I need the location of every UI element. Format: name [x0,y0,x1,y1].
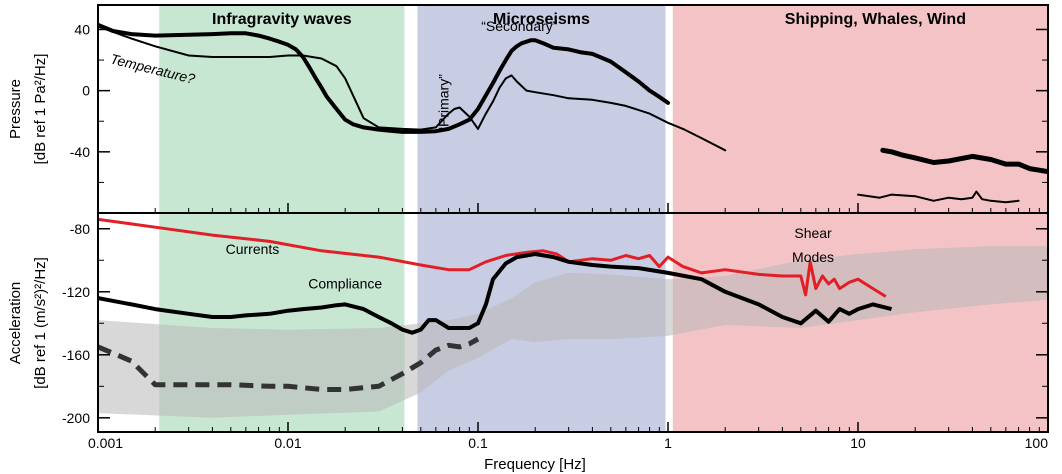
x-axis-title: Frequency [Hz] [484,456,586,473]
acceleration-y-tick-label: -80 [70,221,90,237]
x-tick-label: 0.01 [274,435,301,451]
x-tick-label: 10 [850,435,866,451]
acceleration-annotation-3: Modes [792,249,834,265]
pressure-series-thin [98,25,727,152]
pressure-annotation-2: “Secondary” [481,18,558,34]
pressure-series-high-thick [880,147,1048,175]
x-tick-label: 0.001 [88,435,123,451]
pressure-axis-title-2: [dB ref 1 Pa²/Hz] [32,54,49,165]
acceleration-annotation-0: Currents [226,241,280,257]
axes-frames [97,4,1049,433]
x-tick-label: 1 [664,435,672,451]
top-band-layer: Infragravity waves Microseisms Shipping, W… [159,5,1048,213]
acceleration-series-currents [98,217,887,298]
pressure-axis-title-1: Pressure [7,79,24,139]
pressure-series-thick [98,22,670,134]
bottom-annotation-layer: Currents Compliance Shear Modes [226,225,834,291]
x-tick-label: 100 [1025,435,1049,451]
pressure-annotation-1: “Primary” [436,74,452,132]
band-1 [417,5,666,213]
acceleration-annotation-2: Shear [794,225,832,241]
top-series-layer [98,22,1048,204]
acceleration-series-dashed [98,336,480,392]
bottom-series-layer [98,217,892,392]
acceleration-frame [97,212,1049,433]
band-label-2: Shipping, Whales, Wind [785,11,966,28]
acceleration-annotation-1: Compliance [308,276,382,292]
acceleration-y-tick-label: -160 [62,347,90,363]
pressure-y-tick-label: 0 [82,83,90,99]
shaded-grey-noise [98,246,1048,418]
band-0 [159,5,405,213]
acceleration-axis-title-2: [dB ref 1 (m/s²)²/Hz] [32,257,49,389]
acceleration-y-tick-label: -120 [62,284,90,300]
bottom-shaded-layer [98,246,1048,418]
acceleration-axis-title-1: Acceleration [7,282,24,365]
band-2 [672,5,1048,213]
pressure-y-tick-label: -40 [70,144,90,160]
acceleration-series-compliance [98,252,892,335]
x-tick-label: 0.1 [468,435,488,451]
band-label-0: Infragravity waves [212,11,352,28]
band-label-1: Microseisms [493,11,590,28]
axis-ticks: 0.001 0.01 0.1 1 10 100 40 0 -40 -80 -120 -160 -200 [62,21,1049,451]
pressure-series-high-thin [857,190,1020,204]
acceleration-y-tick-label: -200 [62,410,90,426]
pressure-y-tick-label: 40 [74,21,90,37]
